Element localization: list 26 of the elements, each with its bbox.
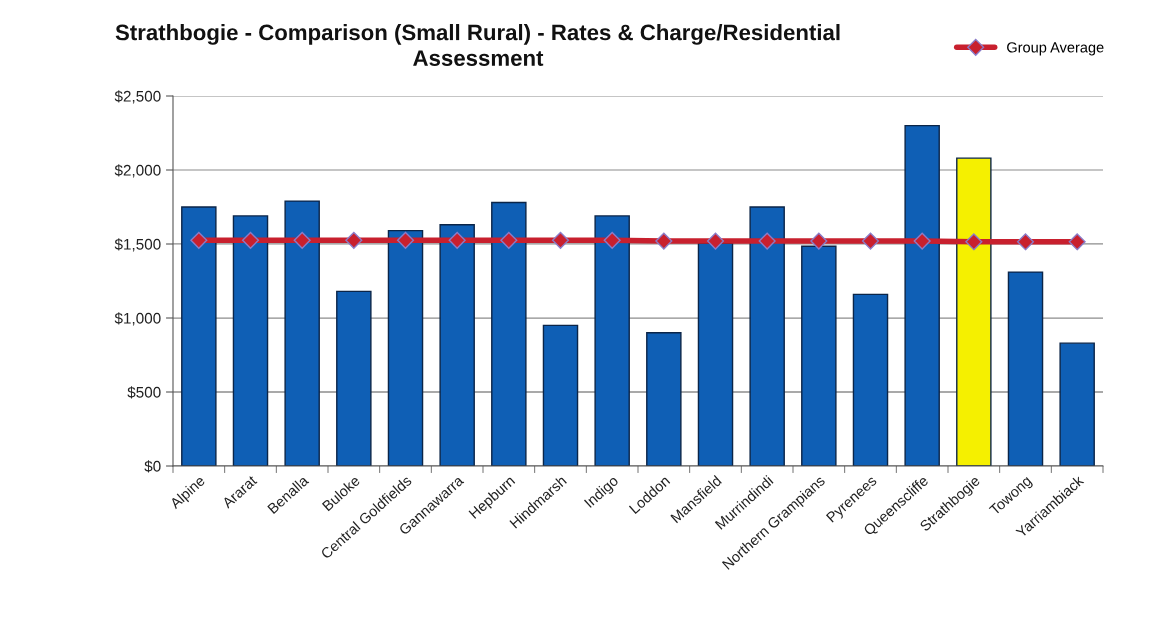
legend-label: Group Average [1007,42,1104,56]
bar [181,206,217,466]
chart-title: Strathbogie - Comparison (Small Rural) - Rates & Charge/Residential Assessment [115,24,840,66]
bar [904,124,940,466]
bar [1059,342,1095,466]
bar [439,224,475,466]
y-tick-label: $2,000 [114,164,161,178]
bar [1007,271,1044,466]
bar [801,245,837,466]
bar [542,324,579,466]
y-tick-label: $1,500 [114,238,161,252]
bar [387,229,424,466]
y-tick-label: $2,500 [114,90,161,104]
bar [594,215,630,466]
bar [852,293,889,466]
y-tick-label: $0 [144,460,161,473]
y-tick-label: $1,000 [114,312,161,326]
bar [491,201,527,466]
bar [284,200,320,466]
bar [336,290,372,466]
bar [697,242,734,466]
bar [232,215,269,466]
bar [646,332,682,466]
bar [956,157,992,466]
y-tick-label: $500 [127,386,161,399]
bar [749,206,785,466]
